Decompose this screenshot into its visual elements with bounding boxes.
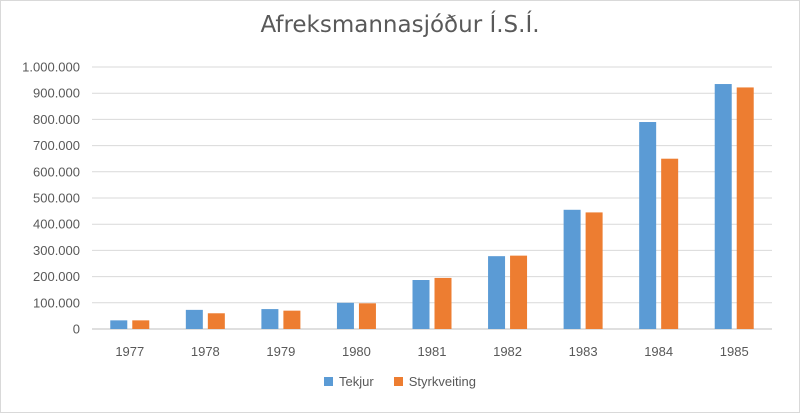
chart-legend: Tekjur Styrkveiting [0, 374, 800, 389]
bar-styrkveiting-1984 [661, 158, 679, 329]
x-tick-label: 1983 [569, 344, 598, 359]
bar-tekjur-1979 [261, 309, 279, 329]
chart-title: Afreksmannasjóður Í.S.Í. [260, 12, 540, 38]
x-tick-label: 1979 [266, 344, 295, 359]
y-tick-label: 700.000 [33, 138, 80, 153]
y-tick-label: 500.000 [33, 191, 80, 206]
bar-tekjur-1982 [488, 256, 506, 329]
y-tick-label: 900.000 [33, 86, 80, 101]
y-tick-label: 300.000 [33, 243, 80, 258]
x-tick-label: 1985 [720, 344, 749, 359]
bar-styrkveiting-1980 [358, 303, 376, 329]
y-tick-label: 400.000 [33, 217, 80, 232]
x-tick-label: 1977 [115, 344, 144, 359]
legend-swatch-styrkveiting [393, 377, 403, 386]
bar-tekjur-1977 [110, 320, 128, 329]
legend-item-styrkveiting: Styrkveiting [393, 374, 476, 389]
bar-tekjur-1978 [185, 309, 203, 329]
y-tick-label: 100.000 [33, 295, 80, 310]
x-tick-label: 1980 [342, 344, 371, 359]
legend-item-tekjur: Tekjur [324, 374, 374, 389]
x-tick-label: 1982 [493, 344, 522, 359]
bar-styrkveiting-1985 [736, 87, 754, 329]
bar-styrkveiting-1982 [510, 255, 528, 329]
legend-label-tekjur: Tekjur [339, 374, 374, 389]
x-tick-label: 1978 [191, 344, 220, 359]
bar-styrkveiting-1981 [434, 277, 452, 329]
bar-styrkveiting-1979 [283, 310, 301, 329]
legend-swatch-tekjur [324, 377, 334, 386]
y-tick-label: 600.000 [33, 164, 80, 179]
bar-tekjur-1983 [563, 209, 581, 329]
bar-tekjur-1980 [336, 302, 354, 329]
bar-styrkveiting-1978 [207, 313, 225, 329]
y-tick-label: 1.000.000 [22, 60, 80, 75]
x-tick-label: 1984 [644, 344, 673, 359]
y-tick-label: 0 [73, 322, 80, 337]
bar-tekjur-1984 [639, 122, 657, 330]
y-tick-label: 200.000 [33, 269, 80, 284]
x-tick-label: 1981 [418, 344, 447, 359]
bar-tekjur-1985 [714, 84, 732, 329]
bar-styrkveiting-1977 [132, 320, 150, 329]
legend-label-styrkveiting: Styrkveiting [408, 374, 476, 389]
bar-styrkveiting-1983 [585, 212, 603, 329]
bar-tekjur-1981 [412, 280, 430, 329]
y-tick-label: 800.000 [33, 112, 80, 127]
